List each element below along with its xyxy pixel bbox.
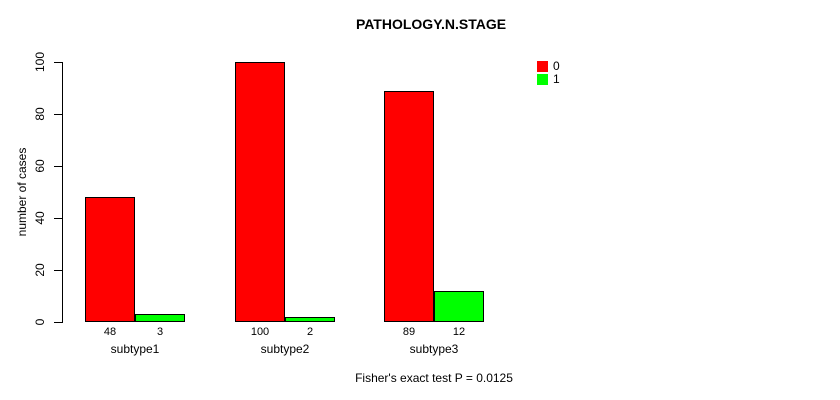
- y-tick: [54, 114, 62, 115]
- category-label-subtype3: subtype3: [409, 342, 459, 356]
- legend-label: 1: [553, 72, 560, 86]
- y-tick-label: 20: [33, 263, 47, 277]
- bar-subtype1-series-1: [135, 314, 185, 322]
- y-tick-label: 40: [33, 211, 47, 225]
- y-tick-label: 60: [33, 159, 47, 173]
- bar-subtype2-series-1: [285, 317, 335, 322]
- bar-value-label: 12: [452, 326, 466, 338]
- legend-label: 0: [553, 59, 560, 73]
- bar-subtype2-series-0: [235, 62, 285, 322]
- annotation-text: Fisher's exact test P = 0.0125: [355, 371, 513, 385]
- y-tick: [54, 166, 62, 167]
- y-tick: [54, 62, 62, 63]
- category-label-subtype2: subtype2: [260, 342, 310, 356]
- bar-subtype3-series-0: [384, 91, 434, 322]
- legend-row: 1: [537, 72, 560, 86]
- y-tick-label: 0: [33, 318, 47, 326]
- bar-subtype3-series-1: [434, 291, 484, 322]
- bar-value-label: 100: [250, 326, 270, 338]
- legend-swatch-icon: [537, 74, 548, 85]
- bar-value-label: 89: [402, 326, 416, 338]
- category-label-subtype1: subtype1: [110, 342, 160, 356]
- bar-value-label: 48: [103, 326, 117, 338]
- bar-subtype1-series-0: [85, 197, 135, 322]
- y-axis-label: number of cases: [15, 147, 29, 237]
- y-tick-label: 100: [33, 51, 47, 73]
- y-axis-line: [62, 62, 63, 323]
- bar-value-label: 2: [306, 326, 314, 338]
- y-tick: [54, 270, 62, 271]
- y-tick: [54, 218, 62, 219]
- bar-value-label: 3: [156, 326, 164, 338]
- legend-swatch-icon: [537, 61, 548, 72]
- chart-title: PATHOLOGY.N.STAGE: [355, 16, 507, 32]
- y-tick-label: 80: [33, 107, 47, 121]
- y-tick: [54, 322, 62, 323]
- legend-row: 0: [537, 59, 560, 73]
